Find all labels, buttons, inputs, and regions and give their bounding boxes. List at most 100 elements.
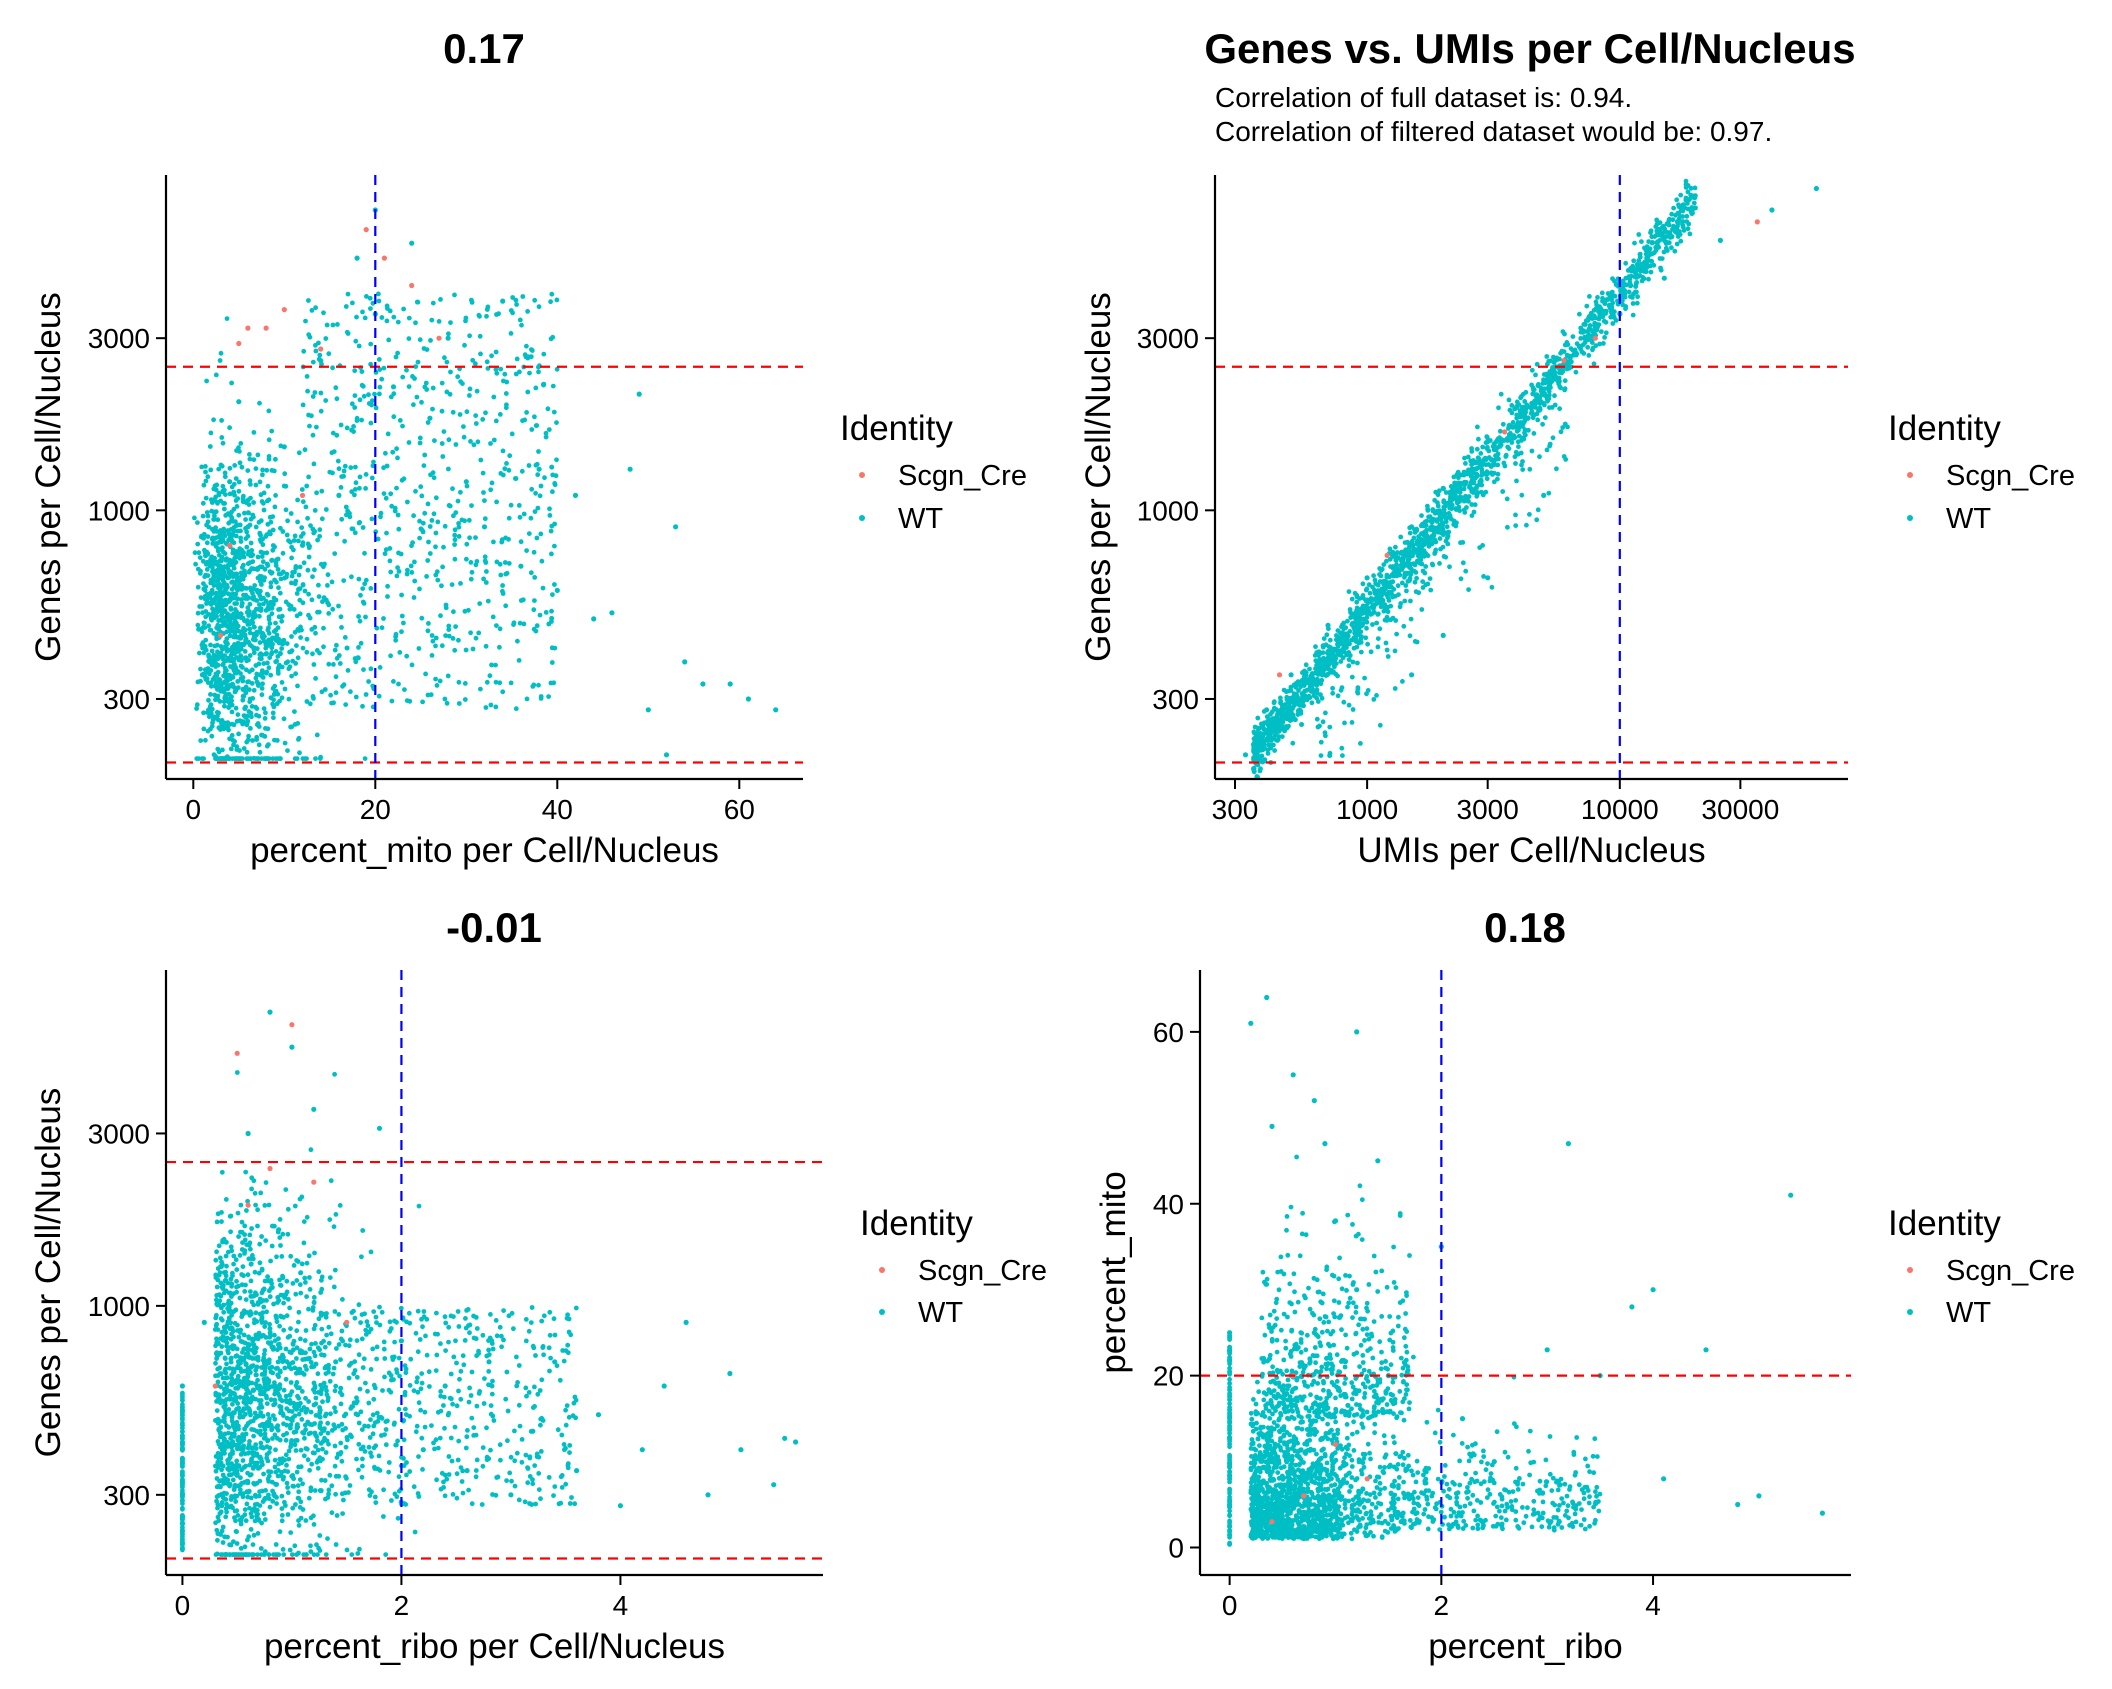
- wt-point: [211, 417, 217, 423]
- wt-point: [385, 594, 390, 599]
- wt-point: [225, 591, 231, 597]
- wt-point: [238, 671, 243, 676]
- wt-point: [1341, 620, 1347, 626]
- wt-point: [358, 640, 364, 646]
- wt-point: [258, 1546, 264, 1551]
- wt-point: [1275, 715, 1280, 721]
- wt-point: [525, 389, 531, 395]
- wt-point: [387, 558, 393, 564]
- wt-point: [313, 756, 318, 761]
- wt-point: [532, 297, 538, 303]
- wt-point: [326, 1340, 332, 1346]
- wt-point: [316, 594, 322, 599]
- wt-point: [265, 660, 270, 666]
- wt-point: [1691, 200, 1697, 206]
- wt-point: [513, 297, 519, 303]
- wt-point: [546, 621, 552, 627]
- wt-point: [311, 530, 317, 536]
- wt-point: [272, 737, 277, 743]
- wt-point: [253, 704, 258, 710]
- wt-point: [1346, 589, 1352, 594]
- wt-point: [473, 635, 479, 641]
- wt-point: [203, 469, 208, 475]
- wt-point: [219, 435, 225, 440]
- wt-point: [1463, 568, 1469, 574]
- wt-point: [238, 539, 244, 544]
- wt-point: [341, 578, 347, 583]
- x-tick-label: 60: [724, 794, 755, 825]
- wt-point: [1328, 669, 1333, 675]
- wt-point: [439, 380, 445, 386]
- wt-point: [306, 1253, 312, 1259]
- wt-point: [1469, 502, 1475, 507]
- wt-point: [264, 532, 270, 538]
- wt-point: [253, 1310, 259, 1316]
- wt-point: [300, 756, 306, 761]
- wt-point: [333, 674, 339, 680]
- wt-point: [252, 1269, 258, 1275]
- wt-point: [1342, 720, 1347, 726]
- wt-point: [439, 408, 445, 414]
- wt-point: [262, 1203, 268, 1208]
- wt-point: [1632, 274, 1638, 280]
- wt-point: [335, 458, 341, 464]
- wt-point: [217, 569, 223, 575]
- wt-point: [1474, 471, 1480, 477]
- wt-point: [297, 564, 303, 570]
- wt-point: [336, 653, 342, 658]
- wt-point: [1383, 640, 1389, 646]
- wt-point: [253, 466, 259, 471]
- wt-point: [1607, 303, 1612, 309]
- wt-point: [363, 692, 369, 697]
- wt-point: [219, 534, 224, 539]
- wt-point: [1498, 391, 1504, 397]
- wt-point: [363, 577, 369, 583]
- wt-point: [285, 1206, 291, 1212]
- wt-point: [357, 618, 363, 624]
- wt-point: [773, 707, 779, 713]
- wt-point: [538, 531, 544, 537]
- wt-point: [1395, 550, 1400, 555]
- wt-point: [462, 518, 467, 524]
- wt-point: [318, 754, 323, 760]
- wt-point: [309, 627, 315, 632]
- wt-point: [201, 650, 207, 656]
- wt-point: [1419, 607, 1425, 612]
- wt-point: [1309, 700, 1315, 706]
- wt-point: [502, 560, 508, 565]
- wt-point: [456, 534, 462, 539]
- wt-point: [1347, 629, 1353, 634]
- wt-point: [528, 515, 534, 521]
- wt-point: [1437, 536, 1443, 541]
- wt-point: [306, 474, 311, 480]
- wt-point: [416, 646, 422, 651]
- wt-point: [1335, 693, 1341, 699]
- wt-point: [232, 664, 238, 669]
- wt-point: [1278, 727, 1283, 732]
- wt-point: [1580, 328, 1586, 333]
- panel-subtitle: Correlation of filtered dataset would be…: [1215, 116, 1772, 147]
- wt-point: [448, 320, 453, 325]
- wt-point: [1474, 446, 1480, 452]
- wt-point: [1509, 410, 1515, 416]
- wt-point: [1349, 614, 1355, 619]
- wt-point: [438, 297, 443, 302]
- wt-point: [1495, 471, 1501, 477]
- wt-point: [343, 702, 349, 707]
- wt-point: [242, 649, 248, 654]
- wt-point: [234, 574, 240, 580]
- wt-point: [1448, 484, 1454, 489]
- x-tick-label: 40: [542, 794, 573, 825]
- wt-point: [254, 646, 260, 652]
- wt-point: [1480, 543, 1485, 548]
- wt-point: [296, 1395, 302, 1401]
- wt-point: [259, 575, 264, 581]
- wt-point: [1375, 644, 1381, 650]
- scgn-cre-point: [1276, 672, 1283, 678]
- wt-point: [1440, 514, 1446, 520]
- wt-point: [409, 240, 415, 246]
- wt-point: [1529, 448, 1535, 454]
- wt-point: [1440, 522, 1446, 528]
- wt-point: [550, 383, 556, 389]
- wt-point: [335, 322, 340, 327]
